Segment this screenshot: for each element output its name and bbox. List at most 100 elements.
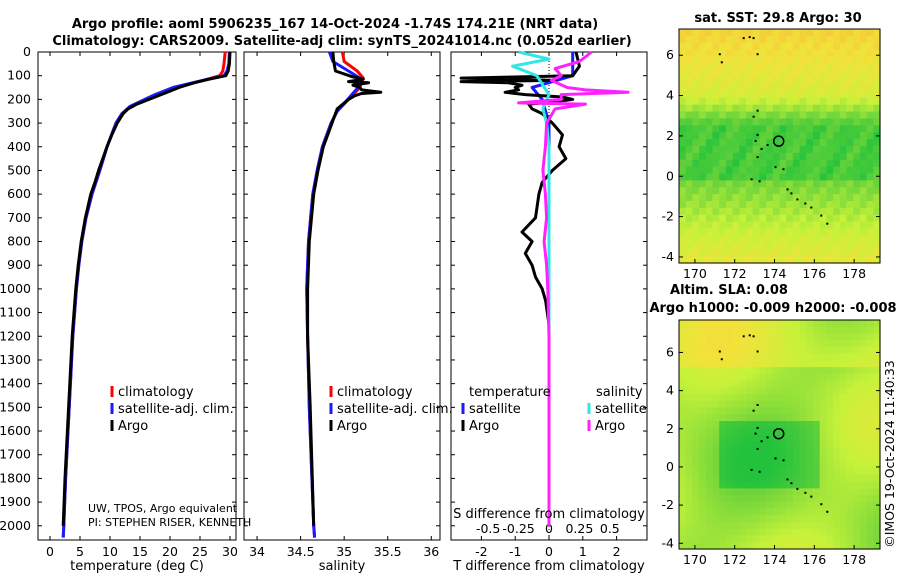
map-cell bbox=[719, 139, 727, 147]
map-cell bbox=[725, 139, 734, 147]
map-cell bbox=[786, 77, 794, 85]
map-cell bbox=[759, 35, 767, 44]
map-cell bbox=[859, 474, 868, 483]
map-cell bbox=[853, 515, 861, 523]
map-cell bbox=[699, 340, 707, 348]
island-marker bbox=[756, 109, 759, 112]
map-cell bbox=[699, 132, 707, 140]
map-cell bbox=[853, 214, 861, 223]
t-difference-xlabel: T difference from climatology bbox=[452, 559, 645, 574]
map-cell bbox=[679, 201, 687, 209]
map-cell bbox=[833, 70, 841, 78]
map-cell bbox=[833, 441, 841, 449]
map-cell bbox=[692, 132, 700, 140]
map-cell bbox=[786, 139, 794, 147]
map-frame bbox=[678, 319, 881, 550]
map-cell bbox=[679, 320, 687, 328]
map-cell bbox=[712, 427, 720, 436]
map-cell bbox=[685, 407, 693, 415]
map-cell bbox=[699, 242, 707, 250]
map-cell bbox=[873, 35, 881, 44]
map-cell bbox=[766, 201, 774, 209]
map-cell bbox=[705, 97, 714, 106]
map-cell bbox=[873, 242, 881, 250]
map-cell bbox=[779, 173, 787, 182]
map-cell bbox=[752, 387, 760, 395]
map-cell bbox=[712, 256, 720, 264]
map-x-tick-label: 176 bbox=[802, 266, 826, 281]
map-cell bbox=[685, 360, 693, 368]
map-cell bbox=[725, 56, 734, 65]
map-cell bbox=[746, 481, 754, 489]
map-cell bbox=[699, 447, 707, 456]
map-cell bbox=[833, 35, 841, 44]
map-cell bbox=[806, 360, 814, 368]
map-cell bbox=[739, 407, 747, 415]
map-cell bbox=[826, 104, 834, 113]
map-cell bbox=[692, 515, 700, 523]
map-cell bbox=[839, 111, 848, 120]
island-marker bbox=[796, 487, 799, 490]
map-cell bbox=[732, 495, 740, 503]
map-cell bbox=[759, 501, 767, 510]
map-cell bbox=[846, 35, 854, 44]
map-cell bbox=[806, 56, 814, 65]
map-cell bbox=[759, 207, 767, 216]
map-cell bbox=[859, 207, 868, 216]
map-cell bbox=[719, 56, 727, 65]
map-cell bbox=[826, 173, 834, 182]
map-cell bbox=[779, 125, 787, 133]
map-cell bbox=[873, 380, 881, 388]
map-cell bbox=[859, 242, 868, 250]
map-cell bbox=[839, 42, 848, 51]
map-cell bbox=[712, 495, 720, 503]
map-cell bbox=[739, 421, 747, 429]
map-cell bbox=[873, 434, 881, 442]
map-cell bbox=[853, 111, 861, 120]
map-cell bbox=[692, 235, 700, 243]
map-cell bbox=[719, 373, 727, 382]
map-cell bbox=[719, 400, 727, 409]
map-cell bbox=[699, 180, 707, 188]
map-cell bbox=[679, 166, 687, 175]
map-cell bbox=[866, 508, 874, 516]
map-cell bbox=[873, 326, 881, 335]
map-cell bbox=[813, 173, 821, 182]
map-cell bbox=[766, 535, 774, 543]
map-cell bbox=[699, 461, 707, 469]
map-cell bbox=[766, 221, 774, 230]
map-cell bbox=[766, 346, 774, 355]
map-cell bbox=[786, 495, 794, 503]
map-cell bbox=[679, 242, 687, 250]
map-cell bbox=[826, 90, 834, 99]
map-cell bbox=[705, 394, 714, 402]
map-cell bbox=[866, 146, 874, 154]
map-cell bbox=[859, 353, 868, 362]
map-cell bbox=[833, 515, 841, 523]
map-cell bbox=[766, 542, 774, 550]
map-cell bbox=[685, 201, 693, 209]
map-cell bbox=[786, 333, 794, 341]
map-cell bbox=[779, 501, 787, 510]
map-cell bbox=[873, 104, 881, 113]
map-cell bbox=[725, 501, 734, 510]
map-cell bbox=[759, 132, 767, 140]
map-cell bbox=[712, 63, 720, 71]
map-cell bbox=[759, 180, 767, 188]
map-cell bbox=[819, 427, 827, 436]
map-cell bbox=[779, 515, 787, 523]
map-cell bbox=[819, 84, 827, 92]
map-cell bbox=[792, 49, 801, 58]
map-cell bbox=[819, 501, 827, 510]
map-cell bbox=[846, 228, 854, 237]
map-cell bbox=[839, 320, 848, 328]
map-cell bbox=[679, 380, 687, 388]
map-cell bbox=[792, 508, 801, 516]
map-cell bbox=[792, 461, 801, 469]
map-cell bbox=[792, 242, 801, 250]
map-cell bbox=[859, 111, 868, 120]
map-cell bbox=[712, 118, 720, 126]
map-cell bbox=[725, 207, 734, 216]
map-cell bbox=[739, 194, 747, 202]
map-cell bbox=[786, 400, 794, 409]
